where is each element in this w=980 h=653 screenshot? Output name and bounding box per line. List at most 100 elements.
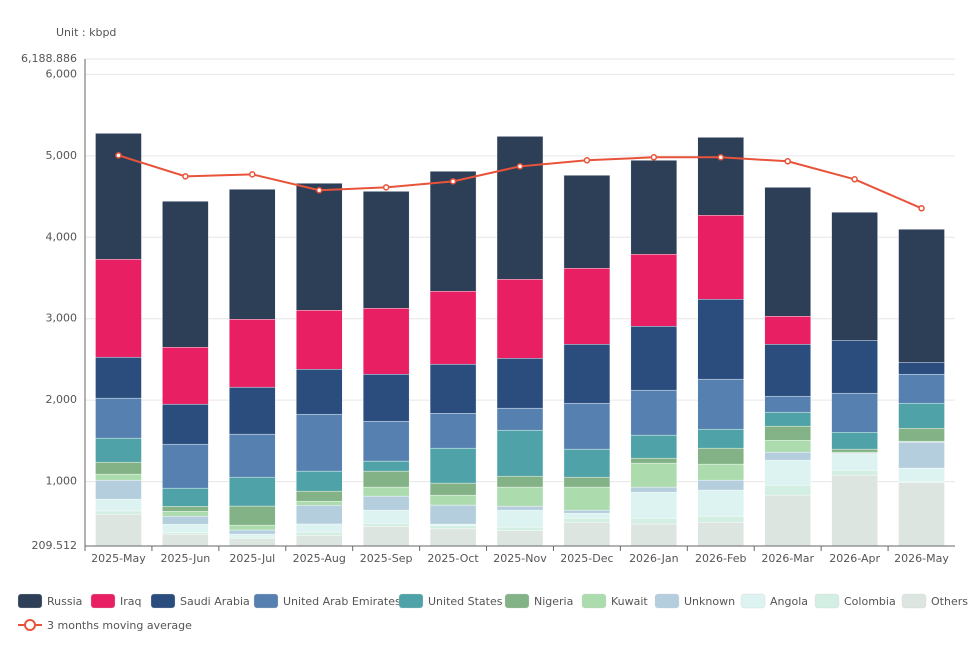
bar-segment xyxy=(296,369,343,415)
bar-segment xyxy=(496,475,544,488)
bar-segment xyxy=(362,308,410,375)
bar-segment xyxy=(296,310,343,370)
bar-segment xyxy=(764,439,811,453)
legend-swatch xyxy=(901,593,927,609)
bar-segment xyxy=(898,427,945,442)
bar-segment xyxy=(697,215,744,300)
bar-segment xyxy=(764,395,811,413)
bar-segment xyxy=(229,524,276,531)
bar-segment xyxy=(429,363,477,414)
legend-swatch xyxy=(814,593,840,609)
x-tick-label: 2026-May xyxy=(894,552,949,565)
y-tick-label: 3,000 xyxy=(46,312,78,325)
legend-label[interactable]: Kuwait xyxy=(611,595,648,608)
bar-segment xyxy=(429,523,477,526)
legend-label[interactable]: Unknown xyxy=(684,595,735,608)
x-tick-label: 2026-Mar xyxy=(761,552,814,565)
bar-segment xyxy=(429,494,477,506)
bar-segment xyxy=(898,482,945,546)
legend-label[interactable]: Saudi Arabia xyxy=(180,595,250,608)
bar-segment xyxy=(764,411,811,427)
bar-segment xyxy=(162,506,209,512)
bar-segment xyxy=(563,402,611,450)
x-tick-label: 2025-Oct xyxy=(427,552,479,565)
bar-segment xyxy=(362,495,410,511)
legend-swatch xyxy=(150,593,176,609)
bar-segment xyxy=(296,490,343,502)
x-tick-label: 2025-Jul xyxy=(229,552,275,565)
bar-segment xyxy=(362,470,410,488)
bar-segment xyxy=(296,183,343,311)
bar-segment xyxy=(362,486,410,497)
bar-segment xyxy=(764,315,811,345)
line-point xyxy=(583,157,591,164)
bar-segment xyxy=(630,462,678,488)
legend-swatch xyxy=(17,593,43,609)
bar-segment xyxy=(697,463,744,481)
legend-label[interactable]: United Arab Emirates xyxy=(283,595,401,608)
bar-segment xyxy=(95,259,142,358)
legend-label[interactable]: Colombia xyxy=(844,595,896,608)
line-point xyxy=(115,152,122,159)
legend-label[interactable]: Nigeria xyxy=(534,595,573,608)
line-point xyxy=(182,173,189,180)
line-point xyxy=(851,176,858,183)
bar-segment xyxy=(229,533,276,538)
x-tick-label: 2026-Apr xyxy=(829,552,880,565)
bar-segment xyxy=(630,457,678,464)
bar-segment xyxy=(362,460,410,472)
bar-segment xyxy=(229,386,276,435)
bar-segment xyxy=(697,489,744,517)
bar-segment xyxy=(229,189,276,320)
bar-segment xyxy=(362,191,410,309)
bar-segment xyxy=(229,505,276,526)
legend-label[interactable]: Russia xyxy=(47,595,82,608)
bar-segment xyxy=(764,459,811,486)
y-tick-label: 4,000 xyxy=(46,230,78,243)
legend-label[interactable]: 3 months moving average xyxy=(47,619,192,632)
bar-segment xyxy=(764,425,811,441)
bar-segment xyxy=(496,136,544,280)
bar-segment xyxy=(764,187,811,317)
bar-segment xyxy=(831,212,878,341)
y-tick-label: 2,000 xyxy=(46,393,78,406)
bar-segment xyxy=(162,515,209,525)
bar-segment xyxy=(697,447,744,465)
bar-segment xyxy=(229,476,276,507)
legend-swatch xyxy=(581,593,607,609)
line-point xyxy=(717,154,725,161)
legend-label[interactable]: Iraq xyxy=(120,595,142,608)
bar-segment xyxy=(429,413,477,449)
bar-segment xyxy=(831,340,878,394)
y-tick-label: 209.512 xyxy=(32,539,78,552)
bar-segment xyxy=(831,474,878,546)
bar-segment xyxy=(831,392,878,433)
bar-segment xyxy=(630,486,678,493)
bar-segment xyxy=(162,532,209,535)
bar-segment xyxy=(162,201,209,348)
bar-segment xyxy=(898,229,945,363)
bar-segment xyxy=(563,448,611,478)
bar-segment xyxy=(95,510,142,515)
bar-segment xyxy=(95,356,142,399)
bar-segment xyxy=(229,319,276,388)
bar-segment xyxy=(630,326,678,391)
bar-segment xyxy=(764,344,811,397)
line-point xyxy=(382,184,390,191)
legend-label[interactable]: Angola xyxy=(770,595,808,608)
bar-segment xyxy=(898,467,945,482)
x-tick-label: 2025-Dec xyxy=(560,552,613,565)
bar-segment xyxy=(496,526,544,531)
unit-label: Unit : kbpd xyxy=(56,26,116,39)
legend-swatch xyxy=(740,593,766,609)
legend-swatch xyxy=(253,593,279,609)
x-tick-label: 2025-Nov xyxy=(493,552,547,565)
bar-segment xyxy=(563,512,611,519)
bar-segment xyxy=(630,517,678,525)
legend-label[interactable]: United States xyxy=(428,595,503,608)
bar-segment xyxy=(95,498,142,512)
line-point xyxy=(249,171,256,178)
legend-label[interactable]: Others xyxy=(931,595,968,608)
legend-swatch xyxy=(504,593,530,609)
